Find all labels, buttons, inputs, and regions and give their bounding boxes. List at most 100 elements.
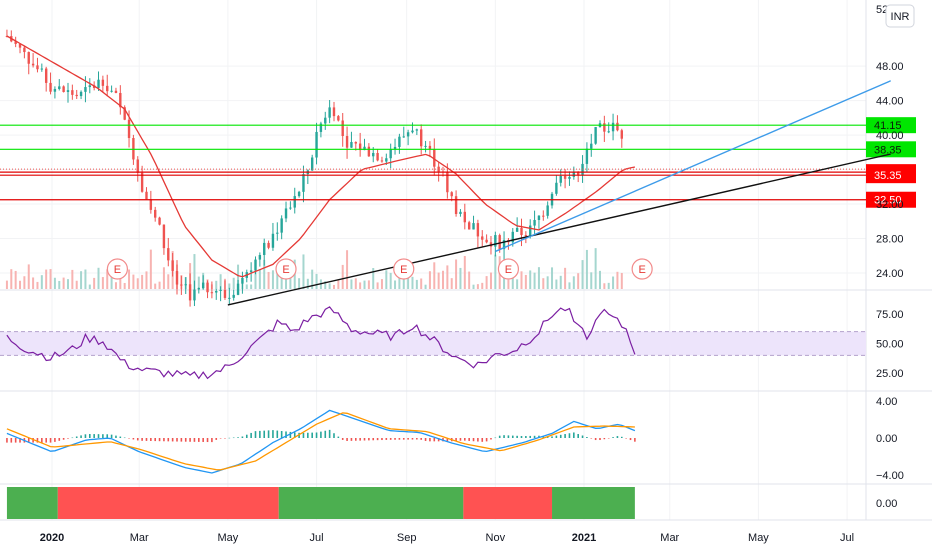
candle-body [367,146,371,157]
level-price-tag[interactable] [866,117,916,134]
macd-histogram-bar [163,438,165,442]
macd-histogram-bar [119,436,122,438]
macd-histogram-bar [507,435,510,438]
price-tick-label[interactable]: 24.00 [876,268,904,280]
time-tick-label[interactable]: May [217,532,238,544]
time-tick-label[interactable]: 2021 [572,532,596,544]
macd-histogram-bar [389,438,392,440]
level-price-label: 41.15 [874,120,902,132]
volume-bar [71,269,74,289]
price-tick-label[interactable]: 32.00 [876,199,904,211]
earnings-marker[interactable] [106,258,129,280]
candle-body [324,117,327,124]
price-axis[interactable]: 52.0048.0044.0040.0032.0028.0024.0075.00… [876,4,904,510]
macd-histogram-bar [603,438,606,440]
candle-body [197,288,201,290]
macd-histogram-bar [363,438,366,441]
macd-histogram-bar [620,436,623,438]
rsi-tick-label[interactable]: 75.00 [876,309,904,321]
currency-badge[interactable]: INR [885,4,915,28]
trendline[interactable] [495,80,891,253]
macd-histogram-bar [215,438,218,440]
time-tick-label[interactable]: Jul [310,532,324,544]
time-tick-label[interactable]: Mar [660,532,679,544]
volume-bar [5,280,8,289]
volume-bar [158,281,161,289]
rsi-tick-label[interactable]: 25.00 [876,368,904,380]
time-tick-label[interactable]: Sep [397,532,417,544]
macd-histogram-bar [280,431,283,438]
macd-histogram-bar [250,432,252,438]
volume-bar [341,264,344,289]
price-tick-label[interactable]: 44.00 [876,96,904,108]
time-tick-label[interactable]: Nov [486,532,506,544]
volume-bar [302,254,305,289]
price-tick-label[interactable]: 28.00 [876,234,904,246]
trendline[interactable] [227,153,891,306]
macd-histogram-bar [41,438,43,443]
candle-body [302,174,305,192]
candle-body [84,87,87,92]
volume-bar [524,274,527,289]
volume-bar [250,284,253,289]
volume-bar [450,278,453,289]
macd-histogram-bar [490,438,492,440]
earnings-marker[interactable] [497,258,520,280]
macd-histogram-bar [102,434,104,438]
macd-histogram-bar [359,438,361,441]
candle-body [472,223,475,230]
macd-tick-label[interactable]: −4.00 [876,470,904,482]
macd-tick-label[interactable]: 4.00 [876,396,897,408]
macd-histogram-bar [132,438,135,440]
level-price-tag[interactable] [866,191,916,208]
price-tick-label[interactable]: 48.00 [876,61,904,73]
earnings-marker[interactable] [631,258,653,280]
macd-histogram-bar [228,437,231,439]
level-price-tag[interactable] [866,141,916,158]
volume-bar [516,279,519,289]
candle-body [241,277,244,284]
time-tick-label[interactable]: Mar [130,532,149,544]
price-tick-label[interactable]: 40.00 [876,130,904,142]
earnings-marker[interactable] [393,258,415,280]
macd-histogram-bar [607,438,610,439]
candle-body [454,196,458,214]
candle-body [40,68,44,70]
candle-body [97,79,100,88]
time-axis[interactable]: 2020 Mar May Jul Sep Nov 2021 Mar May Jul [40,532,854,544]
macd-histogram-bar [464,438,466,441]
candle-body [14,41,17,44]
bottom-pane-tick-label[interactable]: 0.00 [876,498,897,510]
volume-bar [101,277,104,289]
candle-body [310,157,314,171]
volume-bar [298,278,301,289]
volume-bar [603,283,606,289]
macd-histogram-bar [381,438,383,441]
level-price-tag[interactable] [866,167,916,184]
candle-body [284,208,288,219]
time-tick-label[interactable]: May [748,532,769,544]
candle-body [533,219,536,226]
macd-tick-label[interactable]: 0.00 [876,433,897,445]
rsi-tick-label[interactable]: 50.00 [876,339,904,351]
macd-histogram-bar [341,438,344,440]
candle-body [576,172,580,175]
candle-body [463,211,467,223]
volume-bar [472,284,475,289]
time-tick-label[interactable]: Jul [840,532,854,544]
currency-badge-box[interactable] [885,4,915,28]
macd-histogram-bar [559,434,562,438]
volume-bar [228,283,231,289]
moving-average [6,35,636,278]
macd-histogram-bar [193,438,196,442]
volume-bar [463,256,466,289]
trendlines[interactable] [227,80,891,306]
time-tick-label[interactable]: 2020 [40,532,64,544]
macd-histogram-bar [564,434,566,438]
candle-body [459,211,462,214]
earnings-marker[interactable] [275,258,297,280]
candle-body [228,297,231,299]
